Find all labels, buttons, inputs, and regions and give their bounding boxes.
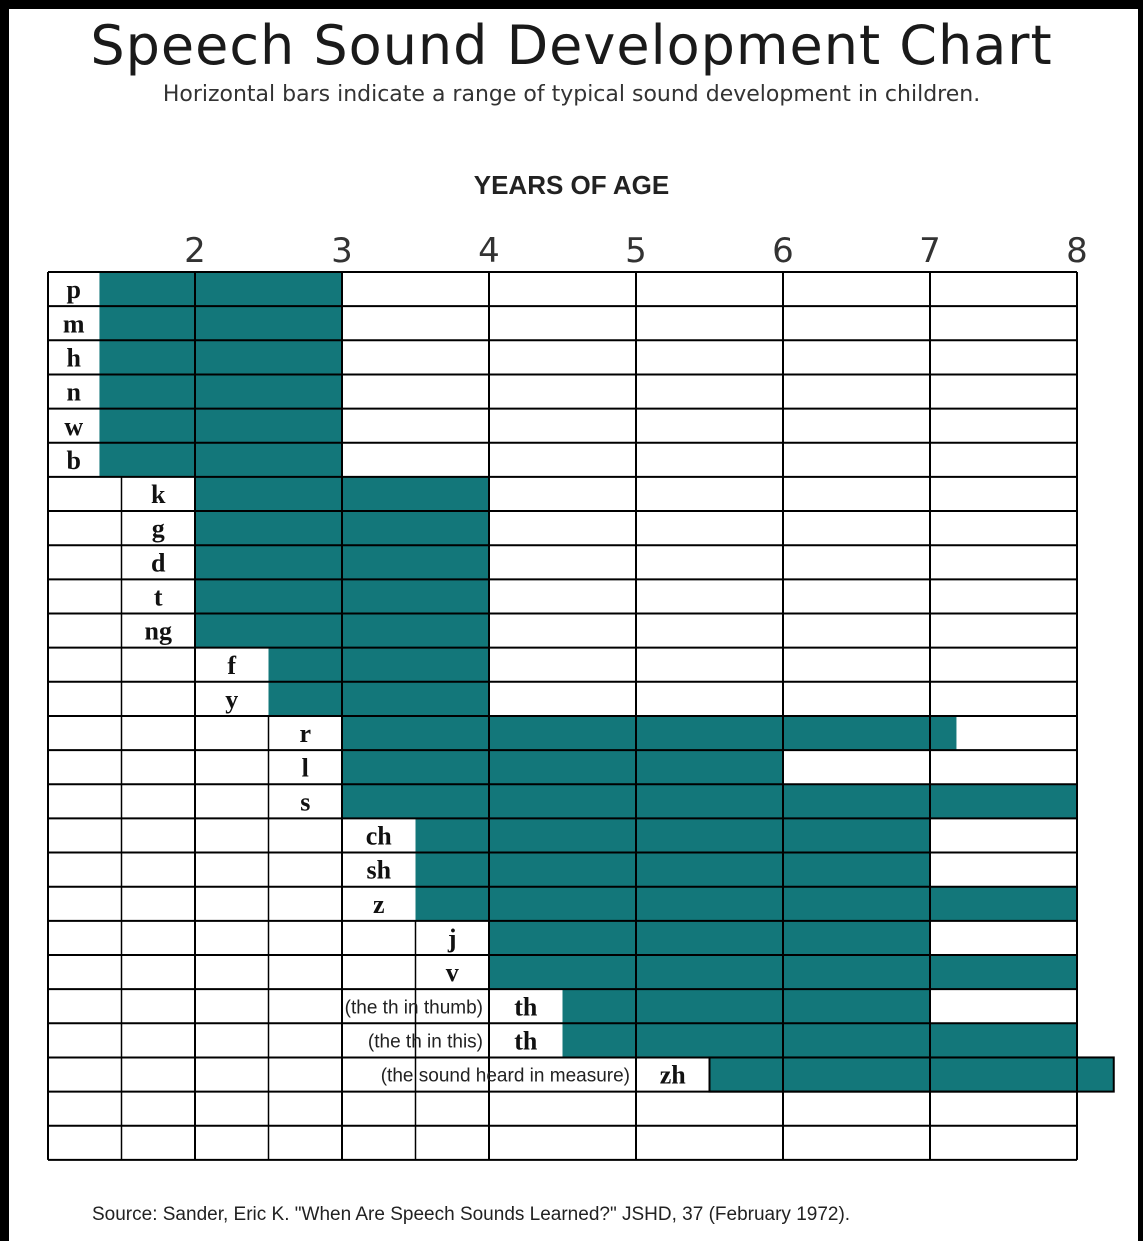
sound-label-f: f xyxy=(227,651,236,680)
sound-label-ng: ng xyxy=(145,617,172,646)
bar-h-2 xyxy=(99,340,342,375)
chart-title: Speech Sound Development Chart xyxy=(90,14,1053,77)
bar-sh-17 xyxy=(415,852,930,887)
sound-label-d: d xyxy=(151,548,166,577)
sound-label-th: th xyxy=(514,1026,538,1055)
x-tick-label-5: 5 xyxy=(625,231,647,271)
frame-top-border xyxy=(0,0,1143,9)
sound-label-w: w xyxy=(64,412,83,441)
frame-right-border xyxy=(1138,0,1143,1241)
sound-label-p: p xyxy=(66,275,80,304)
bar-m-1 xyxy=(99,306,342,341)
sound-label-v: v xyxy=(446,958,459,987)
sound-label-l: l xyxy=(302,753,309,782)
sound-note: (the sound heard in measure) xyxy=(381,1066,630,1087)
bar-z-18 xyxy=(415,886,1077,921)
bar-y-12 xyxy=(268,681,489,716)
x-tick-label-3: 3 xyxy=(331,231,353,271)
sound-label-y: y xyxy=(225,685,238,714)
sound-label-sh: sh xyxy=(366,856,391,885)
frame-left-border xyxy=(0,0,9,1241)
bar-l-14 xyxy=(342,750,783,785)
bar-f-11 xyxy=(268,647,489,682)
sound-label-g: g xyxy=(152,514,165,543)
bar-th-21 xyxy=(562,989,930,1024)
sound-label-j: j xyxy=(447,924,457,953)
bar-p-0 xyxy=(99,272,342,307)
sound-label-m: m xyxy=(63,309,85,338)
sound-label-r: r xyxy=(299,719,311,748)
sound-note: (the th in thumb) xyxy=(345,997,483,1018)
sound-label-n: n xyxy=(66,378,81,407)
bar-outline-overflow xyxy=(708,1056,1115,1093)
sound-note: (the th in this) xyxy=(368,1031,483,1052)
sound-label-zh: zh xyxy=(660,1061,687,1090)
x-tick-label-8: 8 xyxy=(1066,231,1088,271)
sound-label-k: k xyxy=(151,480,166,509)
x-tick-label-4: 4 xyxy=(478,231,500,271)
sound-label-t: t xyxy=(154,583,163,612)
bar-r-13 xyxy=(342,715,957,751)
bar-zh-23 xyxy=(709,1057,1114,1092)
x-tick-label-7: 7 xyxy=(919,231,941,271)
bar-b-5 xyxy=(99,442,342,477)
bar-s-15 xyxy=(342,784,1077,819)
sound-label-b: b xyxy=(66,446,80,475)
sound-label-z: z xyxy=(373,890,385,919)
x-axis-title: YEARS OF AGE xyxy=(473,170,670,200)
sound-label-s: s xyxy=(300,787,310,816)
chart-subtitle: Horizontal bars indicate a range of typi… xyxy=(162,82,981,107)
bar-w-4 xyxy=(99,408,342,443)
sound-label-ch: ch xyxy=(366,822,393,851)
bar-j-19 xyxy=(489,920,930,955)
bar-n-3 xyxy=(99,374,342,409)
bar-ch-16 xyxy=(415,818,930,853)
sound-label-th: th xyxy=(514,992,538,1021)
bar-th-22 xyxy=(562,1023,1077,1058)
sound-label-h: h xyxy=(66,343,81,372)
source-citation: Source: Sander, Eric K. "When Are Speech… xyxy=(92,1204,851,1225)
x-tick-label-2: 2 xyxy=(184,231,206,271)
x-tick-label-6: 6 xyxy=(772,231,794,271)
